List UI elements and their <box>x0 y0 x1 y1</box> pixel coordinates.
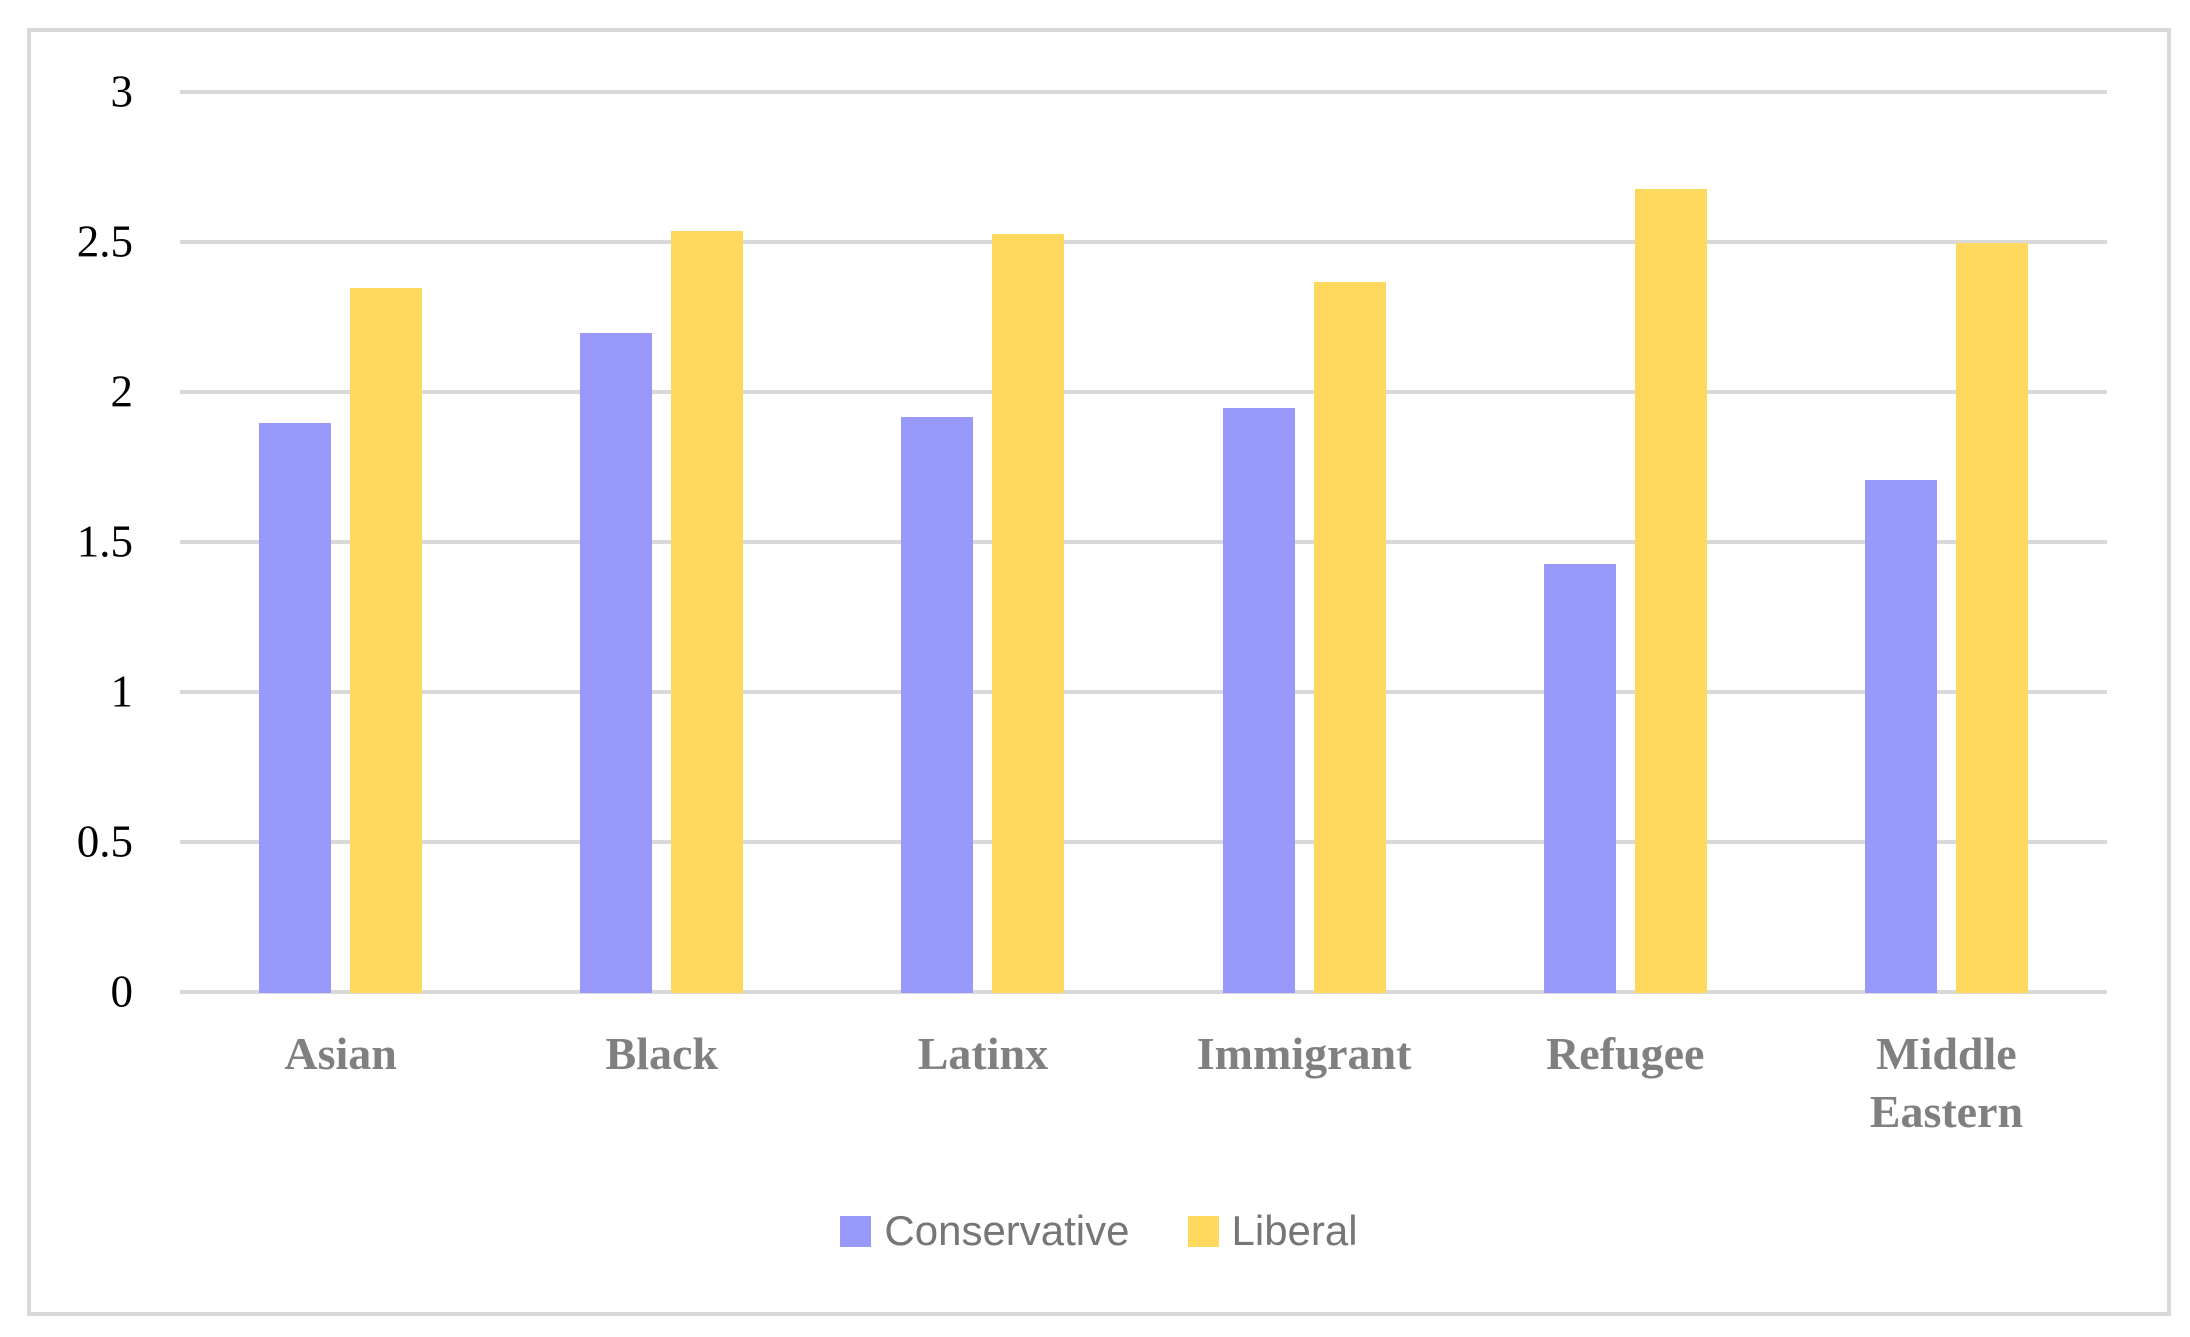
bar-conservative-refugee <box>1543 564 1616 993</box>
bar-liberal-refugee <box>1634 189 1707 993</box>
gridline <box>180 990 2107 994</box>
y-axis-tick-label: 0 <box>110 966 134 1017</box>
bar-conservative-black <box>580 333 653 993</box>
legend-swatch-liberal <box>1187 1215 1219 1247</box>
category-label: Refugee <box>1546 1028 1705 1079</box>
legend-label-conservative: Conservative <box>884 1207 1130 1254</box>
bar-liberal-asian <box>350 288 423 993</box>
x-axis-category-labels: Asian Black Latinx Immigrant Refugee Middle E… <box>180 1025 2107 1141</box>
y-axis-tick-label: 2.5 <box>76 216 133 267</box>
y-axis-tick-label: 1 <box>110 666 134 717</box>
bar-liberal-middle-eastern <box>1955 243 2028 993</box>
bar-conservative-latinx <box>901 417 974 993</box>
category-label: Middle Eastern <box>1869 1028 2024 1137</box>
bar-conservative-asian <box>259 423 332 993</box>
y-axis-tick-label: 1.5 <box>76 516 133 567</box>
category-label: Black <box>605 1028 718 1079</box>
bar-conservative-middle-eastern <box>1864 480 1937 993</box>
bar-liberal-immigrant <box>1313 282 1386 993</box>
y-axis-tick-label: 0.5 <box>76 816 133 867</box>
gridline <box>180 690 2107 694</box>
y-axis-tick-label: 2 <box>110 366 134 417</box>
y-axis-tick-label: 3 <box>110 66 134 117</box>
category-label: Latinx <box>917 1028 1049 1079</box>
category-label: Asian <box>284 1028 397 1079</box>
plot-area: 0 0.5 1 1.5 2 2.5 3 <box>77 69 2107 1014</box>
bar-liberal-black <box>671 231 744 993</box>
gridline <box>180 540 2107 544</box>
bar-liberal-latinx <box>992 234 1065 993</box>
legend-item-conservative: Conservative <box>840 1207 1130 1254</box>
bar-conservative-immigrant <box>1222 408 1295 993</box>
legend-swatch-conservative <box>840 1215 872 1247</box>
gridline <box>180 90 2107 94</box>
gridline <box>180 390 2107 394</box>
gridline <box>180 840 2107 844</box>
legend-label-liberal: Liberal <box>1231 1207 1358 1254</box>
category-label: Immigrant <box>1196 1028 1412 1079</box>
gridline <box>180 240 2107 244</box>
chart-legend: Conservative Liberal <box>27 1210 2171 1252</box>
legend-item-liberal: Liberal <box>1187 1207 1358 1254</box>
